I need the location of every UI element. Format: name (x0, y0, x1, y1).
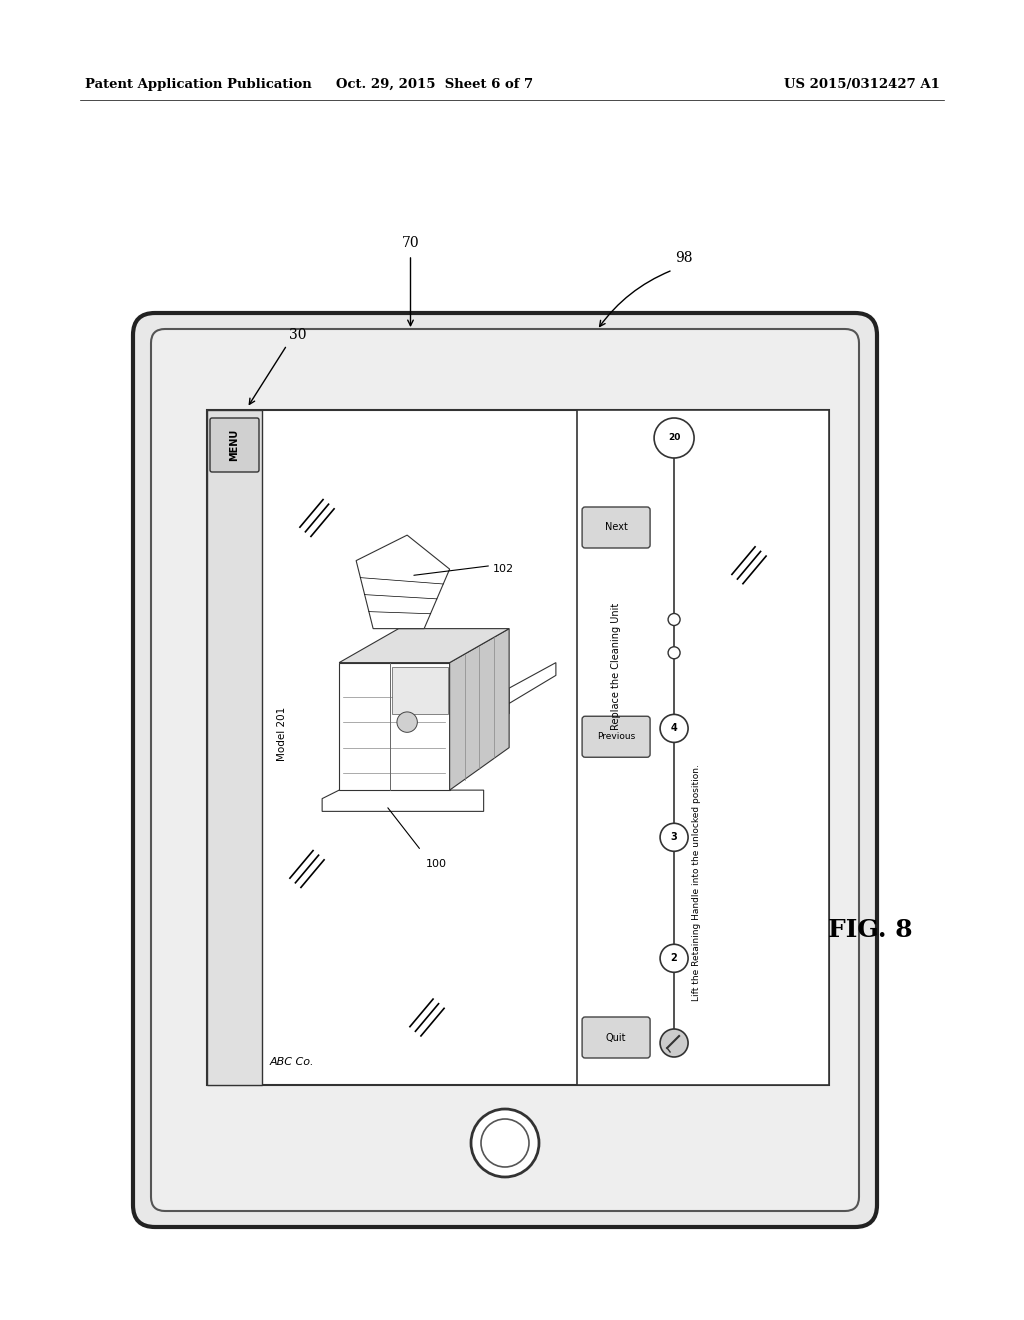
Polygon shape (450, 628, 509, 791)
Text: 4: 4 (671, 723, 678, 734)
FancyBboxPatch shape (578, 411, 829, 1085)
Text: ABC Co.: ABC Co. (270, 1057, 314, 1067)
Text: Replace the Cleaning Unit: Replace the Cleaning Unit (611, 603, 622, 730)
Circle shape (481, 1119, 529, 1167)
Circle shape (471, 1109, 539, 1177)
Polygon shape (356, 535, 450, 628)
Text: Lift the Retaining Handle into the unlocked position.: Lift the Retaining Handle into the unloc… (691, 764, 700, 1001)
Text: FIG. 8: FIG. 8 (827, 917, 912, 942)
Circle shape (660, 714, 688, 742)
FancyBboxPatch shape (582, 1016, 650, 1059)
Text: MENU: MENU (229, 429, 240, 461)
Text: 98: 98 (675, 251, 692, 265)
Polygon shape (323, 791, 483, 812)
Text: US 2015/0312427 A1: US 2015/0312427 A1 (784, 78, 940, 91)
Text: 20: 20 (668, 433, 680, 442)
Circle shape (660, 944, 688, 973)
Text: 100: 100 (426, 858, 447, 869)
FancyBboxPatch shape (151, 329, 859, 1210)
Text: Previous: Previous (597, 733, 635, 742)
Circle shape (668, 614, 680, 626)
FancyBboxPatch shape (133, 313, 877, 1228)
FancyBboxPatch shape (210, 418, 259, 473)
FancyBboxPatch shape (582, 717, 650, 758)
Polygon shape (450, 663, 556, 739)
Polygon shape (392, 667, 447, 714)
FancyBboxPatch shape (582, 507, 650, 548)
Text: Model 201: Model 201 (278, 708, 287, 762)
Text: 70: 70 (401, 236, 419, 249)
Circle shape (350, 723, 364, 738)
Circle shape (397, 711, 418, 733)
Text: Oct. 29, 2015  Sheet 6 of 7: Oct. 29, 2015 Sheet 6 of 7 (337, 78, 534, 91)
Circle shape (660, 824, 688, 851)
Text: 2: 2 (671, 953, 678, 964)
Text: Patent Application Publication: Patent Application Publication (85, 78, 311, 91)
Text: Quit: Quit (606, 1032, 627, 1043)
Text: 30: 30 (289, 327, 306, 342)
Polygon shape (339, 663, 450, 791)
Text: 102: 102 (494, 564, 514, 574)
Text: Next: Next (604, 523, 628, 532)
Circle shape (668, 647, 680, 659)
Circle shape (660, 1030, 688, 1057)
Polygon shape (339, 628, 509, 663)
FancyBboxPatch shape (207, 411, 829, 1085)
FancyBboxPatch shape (207, 411, 262, 1085)
Circle shape (654, 418, 694, 458)
Text: 3: 3 (671, 833, 678, 842)
